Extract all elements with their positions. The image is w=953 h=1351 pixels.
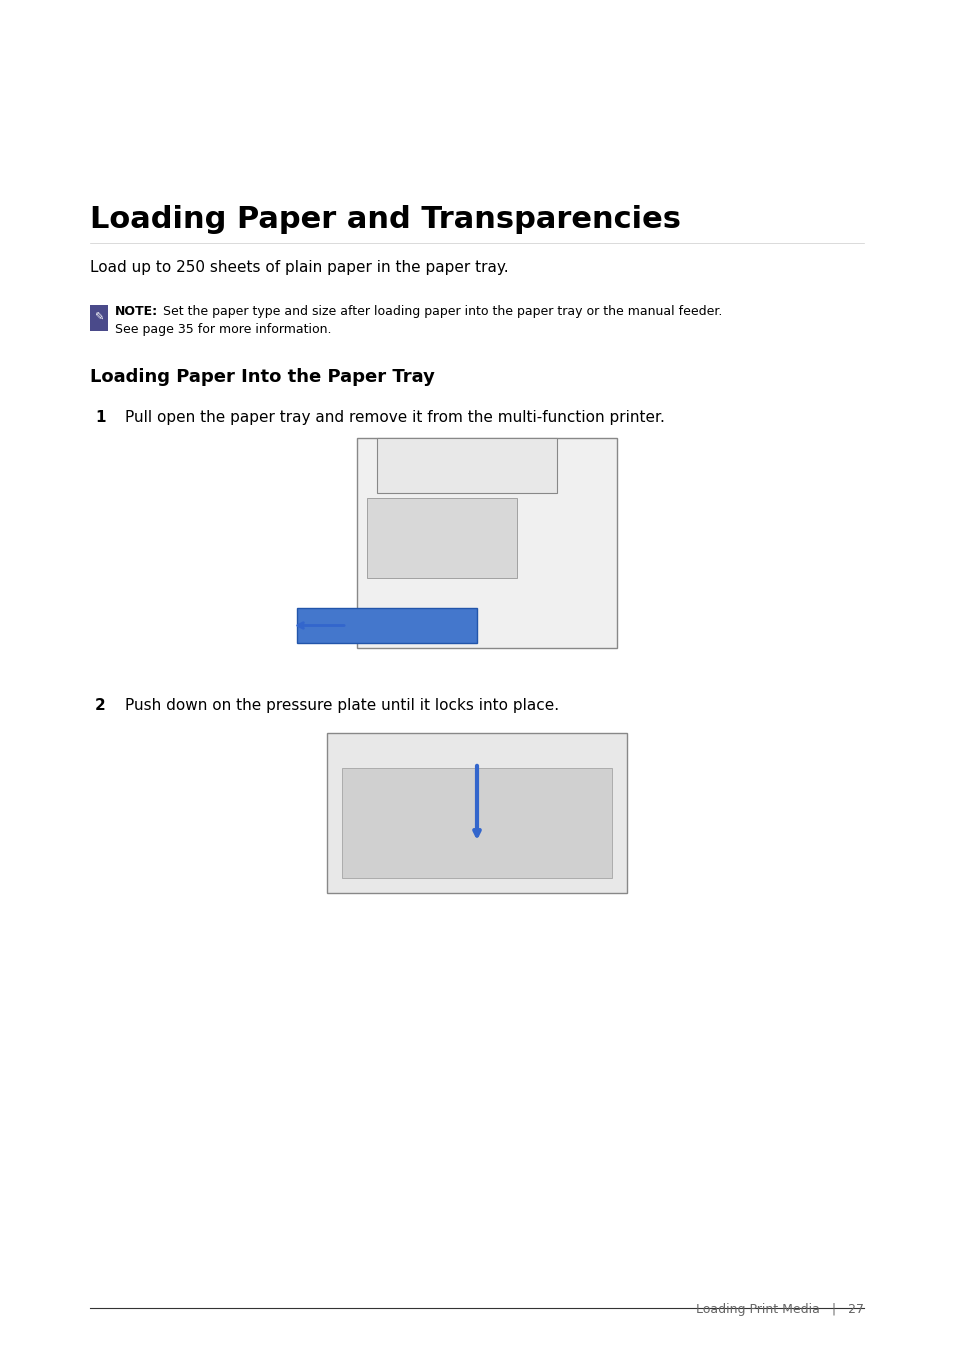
Bar [90, 305, 108, 331]
Bar [296, 608, 476, 643]
Text: Load up to 250 sheets of plain paper in the paper tray.: Load up to 250 sheets of plain paper in … [90, 259, 508, 276]
Text: Loading Print Media   |   27: Loading Print Media | 27 [696, 1302, 863, 1316]
Text: See page 35 for more information.: See page 35 for more information. [115, 323, 331, 336]
Text: Loading Paper and Transparencies: Loading Paper and Transparencies [90, 205, 680, 234]
Text: NOTE:: NOTE: [115, 305, 158, 317]
Text: Set the paper type and size after loading paper into the paper tray or the manua: Set the paper type and size after loadin… [163, 305, 721, 317]
Text: ✎: ✎ [94, 313, 104, 323]
Bar [367, 499, 517, 578]
FancyBboxPatch shape [327, 734, 626, 893]
Bar [341, 767, 612, 878]
Text: 2: 2 [95, 698, 106, 713]
Text: Pull open the paper tray and remove it from the multi-function printer.: Pull open the paper tray and remove it f… [125, 409, 664, 426]
FancyBboxPatch shape [376, 438, 557, 493]
FancyBboxPatch shape [356, 438, 617, 648]
Text: Push down on the pressure plate until it locks into place.: Push down on the pressure plate until it… [125, 698, 558, 713]
Text: 1: 1 [95, 409, 106, 426]
Text: Loading Paper Into the Paper Tray: Loading Paper Into the Paper Tray [90, 367, 435, 386]
